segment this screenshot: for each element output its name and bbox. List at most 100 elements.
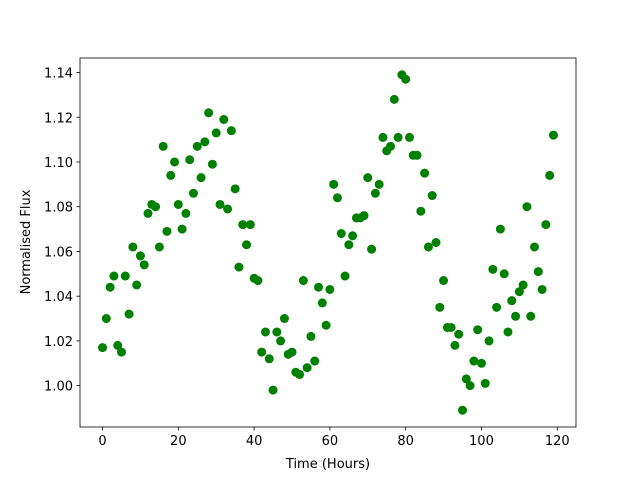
plot-frame bbox=[79, 57, 577, 428]
scatter-point bbox=[499, 269, 509, 279]
scatter-point bbox=[173, 199, 183, 209]
y-axis-label: Normalised Flux bbox=[19, 189, 34, 294]
x-tick-label: 100 bbox=[469, 434, 494, 449]
scatter-point bbox=[120, 271, 130, 281]
scatter-point bbox=[211, 128, 221, 138]
y-tick-label: 1.00 bbox=[44, 380, 73, 395]
scatter-point bbox=[185, 155, 195, 165]
scatter-point bbox=[253, 276, 263, 286]
scatter-point bbox=[279, 314, 289, 324]
scatter-point bbox=[268, 385, 278, 395]
scatter-point bbox=[135, 251, 145, 261]
y-tick-label: 1.12 bbox=[44, 111, 73, 126]
scatter-point bbox=[196, 173, 206, 183]
scatter-point bbox=[302, 363, 312, 373]
x-tick-label: 60 bbox=[322, 434, 339, 449]
scatter-point bbox=[507, 296, 517, 306]
scatter-point bbox=[367, 244, 377, 254]
scatter-point bbox=[272, 327, 282, 337]
scatter-point bbox=[401, 74, 411, 84]
scatter-point bbox=[238, 220, 248, 230]
scatter-point bbox=[537, 284, 547, 294]
scatter-point bbox=[336, 229, 346, 239]
scatter-point bbox=[389, 94, 399, 104]
scatter-point bbox=[416, 206, 426, 216]
scatter-point bbox=[181, 208, 191, 218]
scatter-point bbox=[276, 336, 286, 346]
scatter-point bbox=[545, 170, 555, 180]
scatter-point bbox=[378, 132, 388, 142]
scatter-point bbox=[548, 130, 558, 140]
scatter-point bbox=[423, 242, 433, 252]
scatter-point bbox=[454, 329, 464, 339]
scatter-point bbox=[473, 325, 483, 335]
scatter-point bbox=[344, 240, 354, 250]
x-axis-label: Time (Hours) bbox=[285, 457, 370, 472]
scatter-point bbox=[101, 314, 111, 324]
scatter-point bbox=[245, 220, 255, 230]
scatter-point bbox=[446, 322, 456, 332]
scatter-point bbox=[340, 271, 350, 281]
scatter-point bbox=[321, 320, 331, 330]
scatter-point bbox=[109, 271, 119, 281]
scatter-point bbox=[260, 327, 270, 337]
y-tick-label: 1.10 bbox=[44, 156, 73, 171]
scatter-point bbox=[143, 208, 153, 218]
scatter-point bbox=[476, 358, 486, 368]
scatter-point bbox=[242, 240, 252, 250]
x-tick-label: 20 bbox=[170, 434, 187, 449]
scatter-point bbox=[332, 193, 342, 203]
scatter-point bbox=[287, 347, 297, 357]
scatter-point bbox=[458, 405, 468, 415]
scatter-point bbox=[226, 126, 236, 136]
scatter-point bbox=[204, 108, 214, 118]
scatter-point bbox=[132, 280, 142, 290]
scatter-point bbox=[469, 356, 479, 366]
scatter-point bbox=[393, 132, 403, 142]
scatter-point bbox=[439, 276, 449, 286]
x-tick-label: 120 bbox=[545, 434, 570, 449]
scatter-point bbox=[404, 132, 414, 142]
scatter-point bbox=[412, 150, 422, 160]
scatter-point bbox=[188, 188, 198, 198]
scatter-point bbox=[465, 381, 475, 391]
scatter-point bbox=[386, 141, 396, 151]
scatter-point bbox=[219, 115, 229, 124]
scatter-point bbox=[427, 191, 437, 201]
scatter-point bbox=[420, 168, 430, 178]
scatter-point bbox=[348, 231, 358, 241]
scatter-point bbox=[200, 137, 210, 147]
scatter-point bbox=[450, 340, 460, 350]
scatter-point bbox=[461, 374, 471, 384]
scatter-point bbox=[522, 202, 532, 212]
scatter-point bbox=[154, 242, 164, 252]
scatter-point bbox=[306, 331, 316, 341]
scatter-point bbox=[329, 179, 339, 189]
scatter-point bbox=[124, 309, 134, 319]
y-tick-label: 1.08 bbox=[44, 201, 73, 216]
scatter-point bbox=[170, 157, 180, 167]
scatter-point bbox=[530, 242, 540, 252]
scatter-point bbox=[503, 327, 513, 337]
scatter-point bbox=[158, 141, 168, 151]
scatter-point bbox=[484, 336, 494, 346]
y-tick-label: 1.02 bbox=[44, 335, 73, 350]
scatter-point bbox=[325, 284, 335, 294]
scatter-point bbox=[363, 173, 373, 183]
scatter-point bbox=[370, 188, 380, 198]
x-tick-label: 40 bbox=[246, 434, 263, 449]
scatter-point bbox=[177, 224, 187, 234]
scatter-point bbox=[166, 170, 176, 180]
y-tick-label: 1.06 bbox=[44, 245, 73, 260]
scatter-point bbox=[314, 282, 324, 292]
y-tick-label: 1.04 bbox=[44, 290, 73, 305]
scatter-point bbox=[192, 141, 202, 151]
scatter-point bbox=[295, 369, 305, 379]
scatter-point bbox=[151, 202, 161, 212]
scatter-point bbox=[98, 343, 108, 353]
scatter-point bbox=[488, 264, 498, 274]
x-tick-label: 80 bbox=[397, 434, 414, 449]
scatter-point bbox=[234, 262, 244, 272]
scatter-point bbox=[223, 204, 233, 214]
